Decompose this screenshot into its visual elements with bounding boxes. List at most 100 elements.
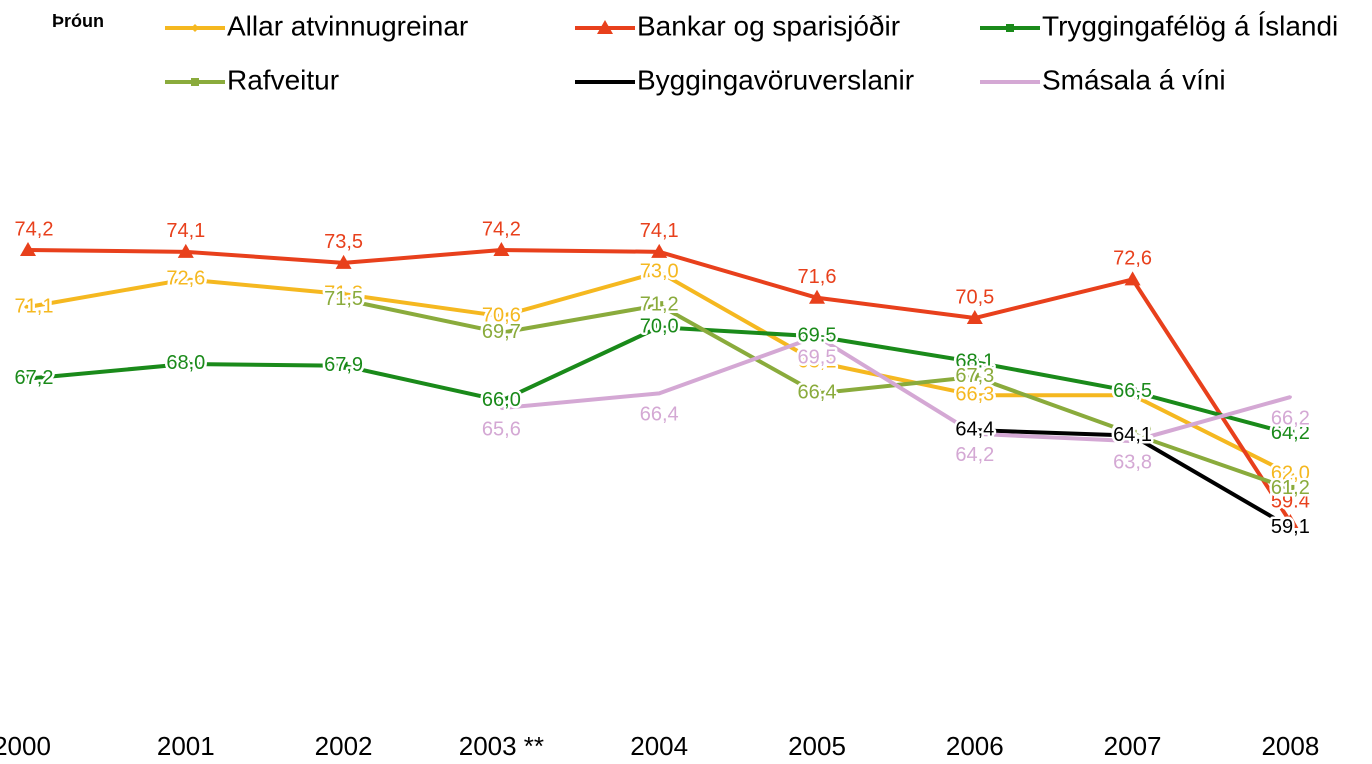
marker (655, 323, 664, 332)
data-label: 69,7 (482, 321, 521, 343)
data-label: 64,2 (955, 444, 994, 466)
data-label: 74,1 (640, 220, 679, 242)
data-label: 72,6 (1113, 248, 1152, 270)
legend-marker (597, 20, 613, 34)
data-label: 66,3 (955, 383, 994, 405)
marker (1131, 439, 1135, 443)
data-label: 66,4 (640, 404, 679, 426)
data-label: 62,0 (1271, 463, 1310, 485)
x-tick-label: 2006 (946, 731, 1004, 761)
data-label: 71,5 (324, 288, 363, 310)
marker (655, 301, 664, 310)
legend-label: Allar atvinnugreinar (227, 10, 468, 41)
marker (655, 268, 664, 277)
data-label: 59,1 (1271, 516, 1310, 538)
data-label: 74,1 (166, 220, 205, 242)
data-label: 64,2 (1113, 422, 1152, 444)
marker (813, 389, 821, 398)
marker (497, 328, 506, 337)
marker (24, 302, 32, 311)
legend-marker (191, 24, 199, 32)
marker (339, 295, 348, 304)
marker (1286, 429, 1295, 438)
data-label: 68.1 (955, 350, 994, 372)
legend-label: Tryggingafélög á Íslandi (1042, 10, 1338, 41)
marker (497, 312, 506, 321)
legend-label: Byggingavöruverslanir (637, 64, 914, 95)
data-label: 70,0 (640, 315, 679, 337)
data-label: 71.8 (324, 282, 363, 304)
marker (497, 396, 506, 405)
marker (809, 289, 825, 304)
marker (1288, 526, 1292, 530)
data-label: 59.4 (1271, 490, 1310, 512)
marker (24, 374, 32, 383)
marker (181, 275, 190, 284)
chart-title: Þróun (52, 11, 104, 31)
data-label: 71,1 (15, 295, 54, 317)
marker (339, 361, 348, 370)
marker (970, 391, 979, 400)
x-tick-label: 2001 (157, 731, 215, 761)
x-tick-label: 2007 (1104, 731, 1162, 761)
marker (966, 310, 983, 325)
marker (970, 372, 979, 381)
marker (20, 242, 36, 257)
x-tick-label: 2000 (0, 731, 51, 761)
data-label: 64,1 (1113, 424, 1152, 446)
data-label: 66,5 (1113, 380, 1152, 402)
data-label: 69,5 (798, 347, 837, 369)
marker (493, 242, 510, 257)
marker (1124, 271, 1141, 286)
data-label: 74,2 (15, 218, 54, 240)
marker (973, 428, 977, 432)
marker (1128, 387, 1137, 396)
marker (1288, 395, 1292, 399)
data-label: 71,6 (798, 266, 837, 288)
x-tick-label: 2003 ** (459, 731, 544, 761)
x-tick-label: 2008 (1261, 731, 1319, 761)
series-line (501, 334, 1291, 444)
marker (970, 358, 979, 367)
data-label: 70,6 (482, 304, 521, 326)
marker (815, 334, 819, 338)
marker (181, 359, 190, 368)
x-tick-label: 2002 (315, 731, 373, 761)
marker (177, 243, 194, 258)
legend-label: Smásala á víni (1042, 64, 1226, 95)
data-label: 74,2 (482, 218, 521, 240)
marker (335, 254, 352, 269)
legend-marker (1006, 24, 1014, 32)
data-label: 63,8 (1113, 451, 1152, 473)
data-label: 68,1 (798, 350, 837, 372)
data-label: 69.5 (798, 325, 837, 347)
marker (657, 391, 661, 395)
data-label: 67,9 (324, 354, 363, 376)
data-label: 68,0 (166, 352, 205, 374)
data-label: 66,0 (482, 389, 521, 411)
marker (1286, 470, 1295, 479)
legend-label: Bankar og sparisjóðir (637, 10, 900, 41)
marker (813, 358, 821, 367)
data-label: 66,4 (798, 382, 837, 404)
data-label: 64,2 (1271, 422, 1310, 444)
data-label: 67,3 (955, 365, 994, 387)
data-label: 71,2 (640, 293, 679, 315)
data-label: 64,4 (955, 418, 994, 440)
x-tick-label: 2005 (788, 731, 846, 761)
legend-marker (191, 78, 199, 86)
data-label: 65,6 (482, 418, 521, 440)
legend-label: Rafveitur (227, 64, 339, 95)
marker (651, 243, 668, 258)
x-tick-label: 2004 (630, 731, 688, 761)
data-label: 66,2 (1271, 407, 1310, 429)
data-label: 73,5 (324, 231, 363, 253)
marker (1131, 434, 1135, 438)
data-label: 72,6 (166, 268, 205, 290)
data-label: 61,2 (1271, 477, 1310, 499)
marker (499, 406, 503, 410)
data-label: 70,5 (955, 286, 994, 308)
marker (973, 432, 977, 436)
data-label: 73,0 (640, 260, 679, 282)
